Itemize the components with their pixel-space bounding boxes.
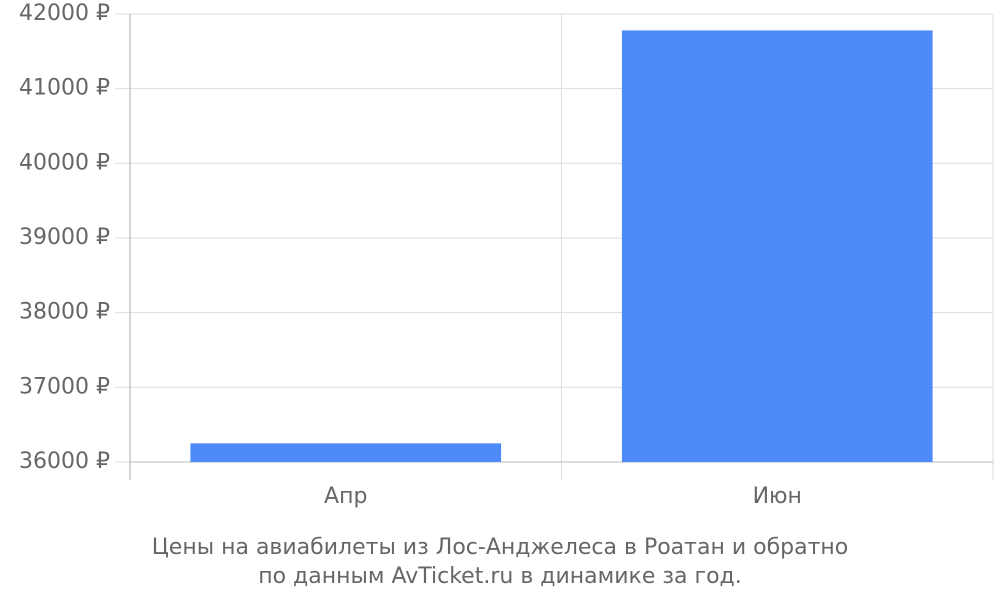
y-tick-label: 41000 ₽ xyxy=(19,76,110,101)
bar xyxy=(190,443,502,462)
y-tick-label: 40000 ₽ xyxy=(19,150,110,175)
y-tick-label: 42000 ₽ xyxy=(19,1,110,26)
x-tick-label: Апр xyxy=(324,484,367,509)
y-tick-label: 39000 ₽ xyxy=(19,225,110,250)
chart-title: по данным AvTicket.ru в динамике за год. xyxy=(258,564,742,589)
y-tick-label: 36000 ₽ xyxy=(19,449,110,474)
y-tick-label: 38000 ₽ xyxy=(19,300,110,325)
bar xyxy=(621,30,933,462)
y-tick-label: 37000 ₽ xyxy=(19,374,110,399)
x-tick-label: Июн xyxy=(753,484,802,509)
chart-title: Цены на авиабилеты из Лос-Анджелеса в Ро… xyxy=(152,535,849,560)
